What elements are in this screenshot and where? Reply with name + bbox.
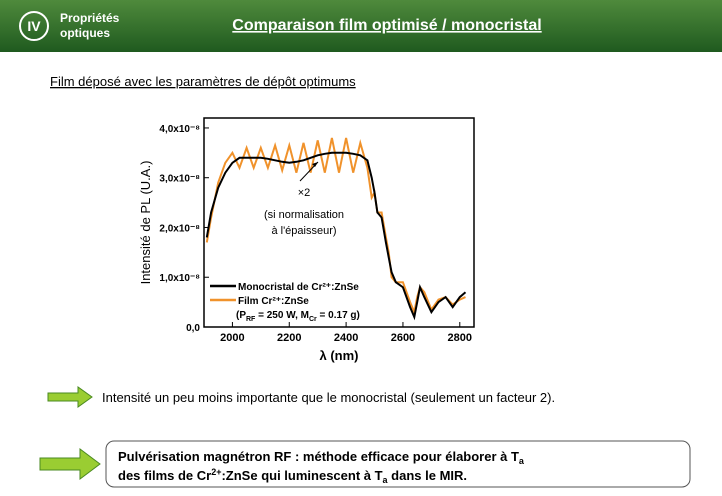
y-tick-label: 3,0x10⁻⁸ [159,174,200,185]
text: dans le MIR. [388,468,467,483]
text: = 250 W, M [255,310,309,321]
legend-label: Film Cr²⁺:ZnSe [238,296,309,307]
subscript: Cr [309,316,317,323]
section-circle [19,11,49,41]
arrow-icon [39,448,101,480]
conclusion-line: des films de Cr2+:ZnSe qui luminescent à… [118,467,467,485]
section-label: optiques [60,26,110,40]
bullet-text: Intensité un peu moins importante que le… [102,390,555,405]
section-number: IV [27,18,41,34]
subtitle: Film déposé avec les paramètres de dépôt… [50,74,356,89]
y-axis-label: Intensité de PL (U.A.) [138,161,153,285]
text: (P [236,310,246,321]
annotation: (si normalisation [264,209,344,221]
x-tick-label: 2600 [391,332,415,344]
plot-frame [203,117,475,328]
x-tick-label: 2400 [334,332,358,344]
chart: 0,0 1,0x10⁻⁸ 2,0x10⁻⁸ 3,0x10⁻⁸ 4,0x10⁻⁸ 2000 2… [138,117,475,363]
annotation: ×2 [298,187,311,199]
x-axis-label: λ (nm) [320,348,359,363]
annotation: à l'épaisseur) [271,225,336,237]
slide-title: Comparaison film optimisé / monocristal [232,17,541,34]
arrow-icon [47,386,93,408]
x-tick-label: 2000 [220,332,244,344]
section-label: Propriétés [60,11,120,25]
subscript: RF [246,316,256,323]
text: Pulvérisation magnétron RF : méthode eff… [118,449,519,464]
subscript: a [383,475,389,485]
header-bar [0,0,722,52]
data-line [205,151,467,321]
x-tick-label: 2800 [448,332,472,344]
arrow-head [312,162,318,167]
superscript: 2+ [211,467,221,477]
y-tick-label: 1,0x10⁻⁸ [159,273,200,284]
y-tick-label: 4,0x10⁻⁸ [159,124,200,135]
conclusion-line: Pulvérisation magnétron RF : méthode eff… [118,449,525,466]
y-tick-label: 0,0 [186,323,200,334]
conclusion-box [105,440,691,488]
text: des films de Cr [118,468,211,483]
text: = 0.17 g) [317,310,360,321]
legend-note: (PRF = 250 W, MCr = 0.17 g) [236,310,360,323]
x-tick-label: 2200 [277,332,301,344]
legend-label: Monocristal de Cr²⁺:ZnSe [238,282,359,293]
subscript: a [519,456,525,466]
y-tick-label: 2,0x10⁻⁸ [159,223,200,234]
text: :ZnSe qui luminescent à T [221,468,382,483]
